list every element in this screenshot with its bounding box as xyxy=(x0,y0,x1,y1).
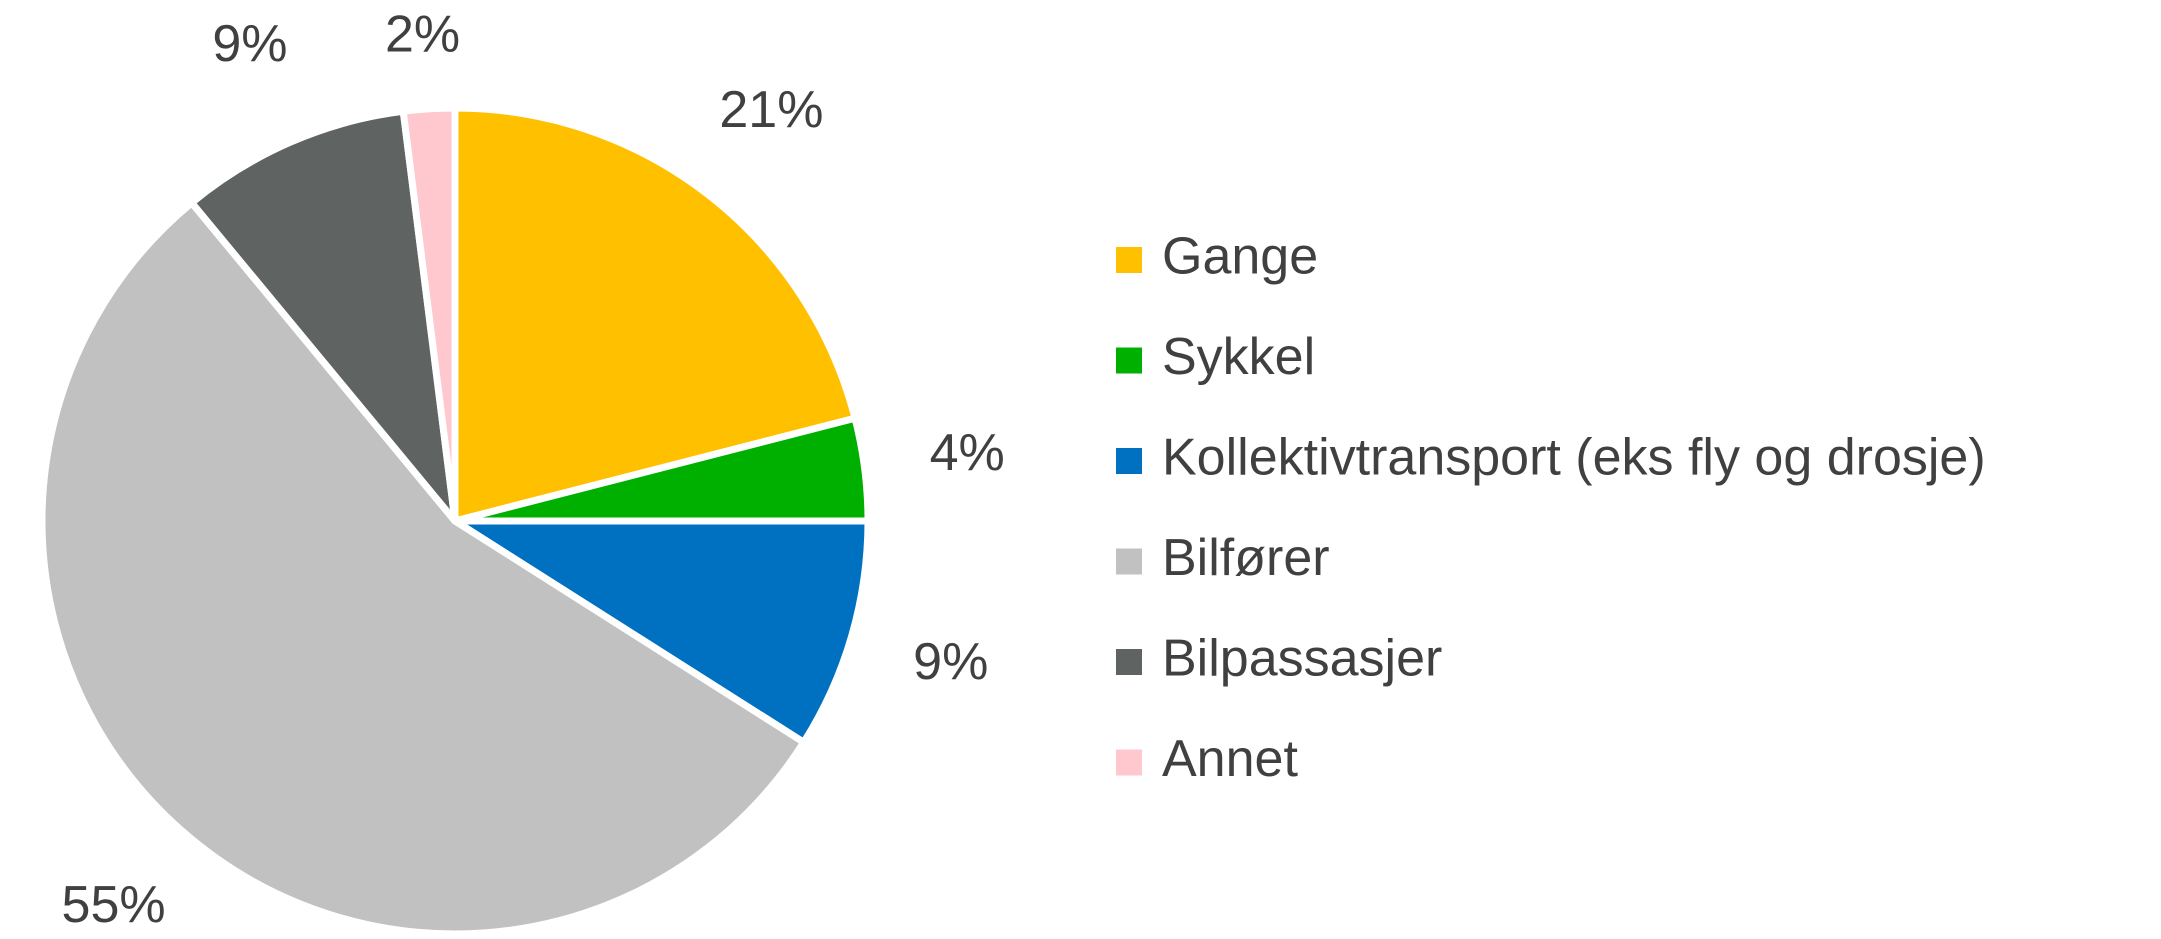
data-label: 9% xyxy=(913,633,988,691)
data-label: 55% xyxy=(62,876,166,934)
legend-label: Kollektivtransport (eks fly og drosje) xyxy=(1162,429,1986,487)
legend-swatch xyxy=(1116,749,1142,776)
legend-label: Sykkel xyxy=(1162,328,1315,386)
data-label: 2% xyxy=(385,6,460,64)
data-label: 21% xyxy=(719,81,823,139)
data-label: 9% xyxy=(212,15,287,73)
pie-slice xyxy=(38,199,808,938)
legend-swatch xyxy=(1116,347,1142,374)
legend-swatch xyxy=(1116,649,1142,675)
pie-slice xyxy=(451,104,859,525)
data-label: 4% xyxy=(930,424,1005,482)
legend-label: Bilfører xyxy=(1162,529,1330,587)
legend-label: Bilpassasjer xyxy=(1162,630,1442,688)
pie-slice xyxy=(188,107,459,525)
legend-swatch xyxy=(1116,548,1142,575)
legend-label: Gange xyxy=(1162,228,1318,286)
pie-slice xyxy=(451,517,872,746)
pie-slice xyxy=(399,104,459,525)
legend-swatch xyxy=(1116,247,1142,273)
legend-label: Annet xyxy=(1162,730,1298,788)
legend-swatch xyxy=(1116,448,1142,474)
